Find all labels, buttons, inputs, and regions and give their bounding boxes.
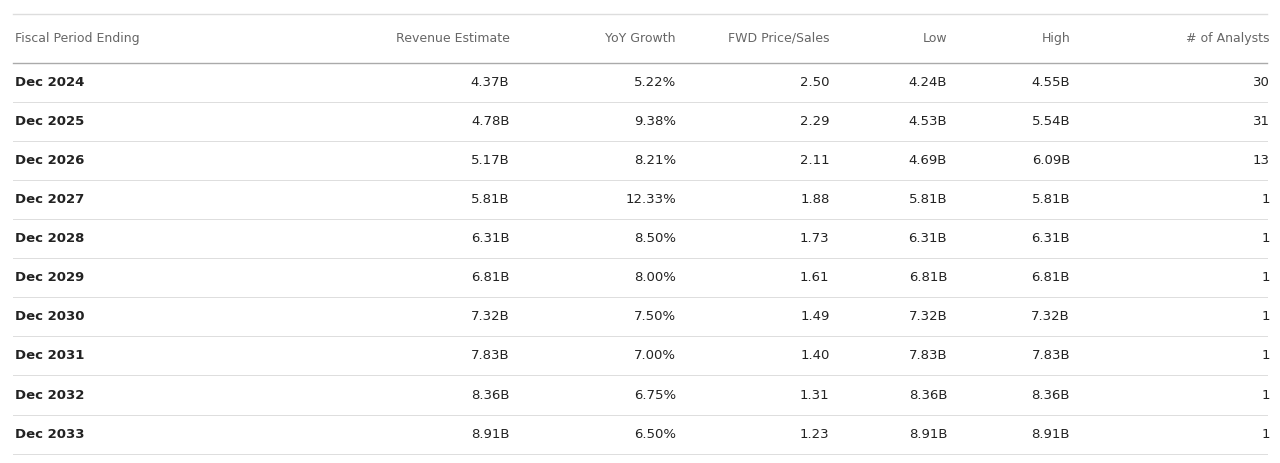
Text: 4.78B: 4.78B [471,115,509,128]
Text: 8.00%: 8.00% [634,271,676,284]
Text: 7.83B: 7.83B [471,350,509,363]
Text: Dec 2032: Dec 2032 [15,388,84,401]
Text: Low: Low [923,31,947,45]
Text: 31: 31 [1253,115,1270,128]
Text: 7.83B: 7.83B [909,350,947,363]
Text: 4.53B: 4.53B [909,115,947,128]
Text: 5.17B: 5.17B [471,154,509,167]
Text: FWD Price/Sales: FWD Price/Sales [728,31,829,45]
Text: 2.11: 2.11 [800,154,829,167]
Text: 5.22%: 5.22% [634,75,676,88]
Text: 1: 1 [1261,310,1270,323]
Text: 6.50%: 6.50% [634,428,676,441]
Text: 30: 30 [1253,75,1270,88]
Text: YoY Growth: YoY Growth [605,31,676,45]
Text: 2.29: 2.29 [800,115,829,128]
Text: 8.36B: 8.36B [909,388,947,401]
Text: 8.91B: 8.91B [471,428,509,441]
Text: 8.91B: 8.91B [1032,428,1070,441]
Text: 7.00%: 7.00% [634,350,676,363]
Text: 1.31: 1.31 [800,388,829,401]
Text: High: High [1042,31,1070,45]
Text: 6.31B: 6.31B [1032,232,1070,245]
Text: 6.75%: 6.75% [634,388,676,401]
Text: 1.40: 1.40 [800,350,829,363]
Text: Dec 2027: Dec 2027 [15,193,84,206]
Text: 7.32B: 7.32B [909,310,947,323]
Text: Dec 2024: Dec 2024 [15,75,84,88]
Text: 7.32B: 7.32B [471,310,509,323]
Text: 6.81B: 6.81B [909,271,947,284]
Text: 6.81B: 6.81B [1032,271,1070,284]
Text: Dec 2029: Dec 2029 [15,271,84,284]
Text: 5.81B: 5.81B [471,193,509,206]
Text: 7.83B: 7.83B [1032,350,1070,363]
Text: 13: 13 [1253,154,1270,167]
Text: 1.23: 1.23 [800,428,829,441]
Text: 5.54B: 5.54B [1032,115,1070,128]
Text: 9.38%: 9.38% [634,115,676,128]
Text: 7.32B: 7.32B [1032,310,1070,323]
Text: 8.21%: 8.21% [634,154,676,167]
Text: 1: 1 [1261,193,1270,206]
Text: 8.36B: 8.36B [1032,388,1070,401]
Text: 12.33%: 12.33% [625,193,676,206]
Text: 1.88: 1.88 [800,193,829,206]
Text: Revenue Estimate: Revenue Estimate [396,31,509,45]
Text: Dec 2030: Dec 2030 [15,310,84,323]
Text: 1: 1 [1261,388,1270,401]
Text: 4.24B: 4.24B [909,75,947,88]
Text: 1.49: 1.49 [800,310,829,323]
Text: 1.61: 1.61 [800,271,829,284]
Text: # of Analysts: # of Analysts [1187,31,1270,45]
Text: 5.81B: 5.81B [1032,193,1070,206]
Text: 4.55B: 4.55B [1032,75,1070,88]
Text: 2.50: 2.50 [800,75,829,88]
Text: 6.31B: 6.31B [909,232,947,245]
Text: 4.37B: 4.37B [471,75,509,88]
Text: 6.09B: 6.09B [1032,154,1070,167]
Text: 8.91B: 8.91B [909,428,947,441]
Text: 8.50%: 8.50% [634,232,676,245]
Text: 1.73: 1.73 [800,232,829,245]
Text: 4.69B: 4.69B [909,154,947,167]
Text: Dec 2028: Dec 2028 [15,232,84,245]
Text: Fiscal Period Ending: Fiscal Period Ending [15,31,140,45]
Text: Dec 2033: Dec 2033 [15,428,84,441]
Text: 1: 1 [1261,232,1270,245]
Text: Dec 2025: Dec 2025 [15,115,84,128]
Text: 1: 1 [1261,350,1270,363]
Text: Dec 2026: Dec 2026 [15,154,84,167]
Text: 7.50%: 7.50% [634,310,676,323]
Text: 1: 1 [1261,428,1270,441]
Text: Dec 2031: Dec 2031 [15,350,84,363]
Text: 8.36B: 8.36B [471,388,509,401]
Text: 5.81B: 5.81B [909,193,947,206]
Text: 1: 1 [1261,271,1270,284]
Text: 6.81B: 6.81B [471,271,509,284]
Text: 6.31B: 6.31B [471,232,509,245]
